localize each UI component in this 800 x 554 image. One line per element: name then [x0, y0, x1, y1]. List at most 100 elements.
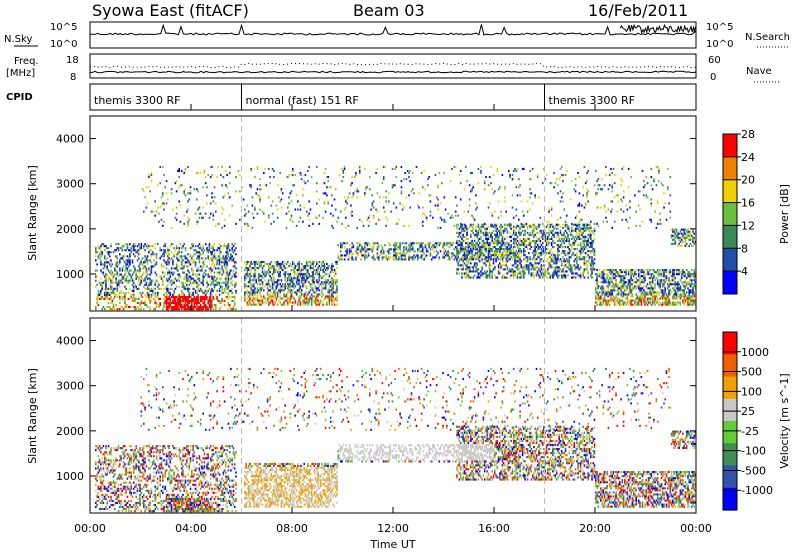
range-cell [544, 268, 547, 271]
range-cell [545, 270, 548, 273]
range-cell [164, 295, 167, 298]
range-cell [389, 244, 391, 247]
range-cell [136, 255, 139, 258]
range-cell [309, 265, 312, 268]
range-cell [470, 235, 472, 238]
range-cell [204, 257, 207, 260]
range-cell [619, 273, 621, 276]
range-cell [586, 244, 588, 247]
range-cell [475, 258, 477, 261]
range-cell [136, 275, 139, 278]
range-cell [621, 275, 624, 278]
range-cell [530, 274, 533, 277]
range-cell [506, 229, 509, 232]
range-cell [144, 265, 146, 268]
range-cell [394, 246, 396, 249]
range-cell [206, 249, 208, 252]
range-cell [163, 245, 165, 248]
range-cell [486, 256, 488, 259]
range-cell [538, 246, 540, 249]
range-cell [385, 256, 387, 259]
range-cell [606, 269, 608, 272]
range-cell [590, 264, 592, 267]
range-cell [461, 256, 463, 259]
range-cell [380, 244, 382, 247]
range-cell [615, 299, 617, 302]
range-cell [202, 251, 204, 254]
range-cell [371, 248, 374, 251]
range-cell [510, 274, 512, 277]
range-cell [629, 289, 631, 292]
range-cell [488, 258, 491, 261]
range-cell [591, 270, 593, 273]
range-cell [463, 250, 466, 253]
range-cell [153, 253, 155, 256]
range-cell [588, 262, 591, 265]
range-cell [516, 274, 519, 277]
range-cell [649, 287, 651, 290]
range-cell [571, 254, 573, 257]
range-cell [317, 295, 319, 298]
range-cell [108, 287, 111, 290]
range-cell [495, 248, 497, 251]
range-cell [466, 256, 468, 259]
range-cell [155, 263, 158, 266]
range-cell [199, 281, 202, 284]
nsky-tick-low: 10^0 [50, 39, 77, 50]
range-cell [110, 302, 112, 305]
range-cell [95, 255, 97, 258]
range-cell [321, 291, 323, 294]
range-cell [660, 295, 663, 298]
range-cell [465, 272, 467, 275]
range-cell [121, 267, 124, 270]
range-cell [443, 244, 446, 247]
range-cell [289, 281, 292, 284]
range-cell [115, 273, 117, 276]
range-cell [220, 251, 222, 254]
range-cell [443, 252, 446, 255]
range-cell [381, 246, 384, 249]
range-cell [151, 291, 154, 294]
range-cell [246, 275, 249, 278]
range-cell [613, 301, 616, 304]
range-cell [529, 231, 531, 234]
range-cell [187, 285, 189, 288]
range-cell [256, 299, 259, 302]
range-cell [289, 279, 292, 282]
range-cell [164, 291, 167, 294]
range-cell [626, 299, 629, 302]
range-cell [526, 248, 529, 251]
range-cell [278, 262, 280, 265]
range-cell [226, 283, 228, 286]
range-cell [688, 283, 690, 286]
range-cell [331, 303, 333, 306]
range-cell [119, 285, 121, 288]
range-cell [182, 285, 184, 288]
range-cell [290, 289, 293, 292]
range-cell [251, 279, 254, 282]
range-cell [502, 276, 505, 279]
range-cell [470, 258, 472, 261]
range-cell [149, 273, 151, 276]
range-cell [661, 281, 664, 284]
range-cell [167, 273, 169, 276]
range-cell [165, 253, 168, 256]
range-cell [140, 261, 143, 264]
range-cell [509, 276, 511, 279]
range-cell [630, 273, 632, 276]
range-cell [507, 223, 510, 226]
range-cell [110, 287, 112, 290]
range-cell [668, 289, 670, 292]
range-cell [528, 244, 530, 247]
range-cell [116, 255, 119, 258]
range-cell [328, 281, 331, 284]
range-cell [574, 227, 577, 230]
range-cell [656, 269, 659, 272]
range-cell [184, 275, 187, 278]
range-cell [603, 279, 606, 282]
range-cell [116, 243, 119, 246]
range-cell [533, 264, 535, 267]
range-cell [494, 266, 496, 269]
range-cell [138, 277, 140, 280]
range-cell [136, 259, 139, 262]
